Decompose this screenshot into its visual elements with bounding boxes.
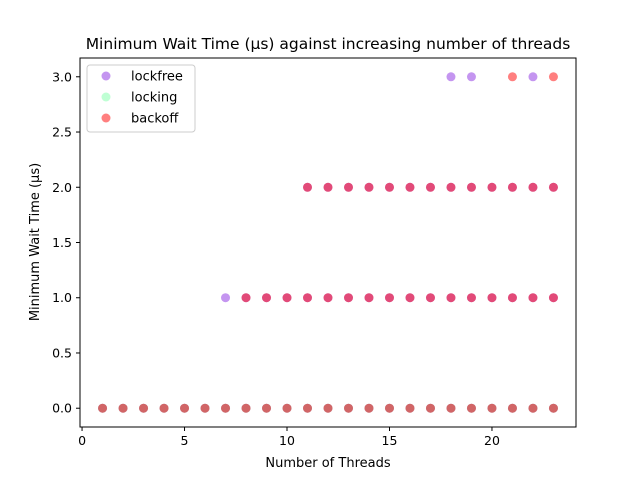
- x-tick-label: 15: [382, 433, 398, 448]
- point-backoff: [528, 182, 538, 192]
- point-backoff: [364, 293, 374, 303]
- legend-marker-backoff: [101, 113, 111, 123]
- point-backoff: [548, 182, 558, 192]
- point-backoff: [548, 403, 558, 413]
- point-backoff: [528, 293, 538, 303]
- point-backoff: [466, 403, 476, 413]
- y-axis-label: Minimum Wait Time (µs): [28, 163, 43, 321]
- point-backoff: [364, 182, 374, 192]
- point-backoff: [487, 182, 497, 192]
- point-backoff: [303, 182, 312, 192]
- point-backoff: [507, 293, 517, 303]
- point-backoff: [200, 403, 210, 413]
- legend-box: [86, 64, 196, 133]
- plot-area: [98, 72, 558, 413]
- point-lockfree: [466, 72, 476, 82]
- x-tick-label: 10: [279, 433, 295, 448]
- series-backoff: [98, 72, 558, 413]
- point-backoff: [303, 293, 312, 303]
- point-backoff: [323, 403, 333, 413]
- point-backoff: [384, 293, 394, 303]
- point-backoff: [303, 403, 312, 413]
- x-axis-ticks: 0 5 10 15 20: [78, 427, 500, 448]
- point-backoff: [344, 182, 353, 192]
- point-backoff: [241, 293, 251, 303]
- point-backoff: [466, 293, 476, 303]
- legend: lockfree locking backoff: [86, 64, 196, 133]
- legend-label-backoff: backoff: [131, 112, 179, 127]
- point-backoff: [425, 182, 435, 192]
- point-backoff: [507, 72, 517, 82]
- legend-marker-locking: [101, 92, 111, 102]
- point-backoff: [98, 403, 108, 413]
- point-backoff: [159, 403, 169, 413]
- point-backoff: [528, 403, 538, 413]
- point-backoff: [405, 182, 415, 192]
- point-backoff: [384, 182, 394, 192]
- point-backoff: [548, 72, 558, 82]
- point-backoff: [446, 293, 456, 303]
- x-axis-label: Number of Threads: [265, 456, 390, 471]
- point-backoff: [466, 182, 476, 192]
- point-backoff: [262, 293, 272, 303]
- point-backoff: [405, 293, 415, 303]
- point-backoff: [344, 403, 353, 413]
- point-backoff: [446, 182, 456, 192]
- point-backoff: [487, 403, 497, 413]
- point-backoff: [405, 403, 415, 413]
- y-tick-label: 0.0: [52, 401, 72, 416]
- point-backoff: [425, 403, 435, 413]
- point-backoff: [548, 293, 558, 303]
- point-backoff: [282, 293, 292, 303]
- point-backoff: [180, 403, 190, 413]
- y-tick-label: 0.5: [52, 345, 72, 360]
- y-tick-label: 2.0: [52, 180, 72, 195]
- point-lockfree: [221, 293, 231, 303]
- chart-title: Minimum Wait Time (µs) against increasin…: [86, 35, 571, 53]
- point-backoff: [507, 403, 517, 413]
- point-backoff: [446, 403, 456, 413]
- y-tick-label: 2.5: [52, 125, 72, 140]
- point-backoff: [221, 403, 231, 413]
- point-backoff: [282, 403, 292, 413]
- point-backoff: [364, 403, 374, 413]
- point-backoff: [323, 293, 333, 303]
- point-backoff: [262, 403, 272, 413]
- point-backoff: [323, 182, 333, 192]
- point-backoff: [384, 403, 394, 413]
- legend-marker-lockfree: [101, 71, 111, 81]
- point-backoff: [487, 293, 497, 303]
- point-lockfree: [528, 72, 538, 82]
- point-backoff: [507, 182, 517, 192]
- legend-label-lockfree: lockfree: [131, 70, 183, 85]
- y-axis-ticks: 0.0 0.5 1.0 1.5 2.0 2.5 3.0: [52, 69, 80, 416]
- point-lockfree: [446, 72, 456, 82]
- x-tick-label: 5: [181, 433, 189, 448]
- point-backoff: [241, 403, 251, 413]
- y-tick-label: 1.5: [52, 235, 72, 250]
- point-backoff: [425, 293, 435, 303]
- x-tick-label: 20: [484, 433, 500, 448]
- point-backoff: [139, 403, 149, 413]
- y-tick-label: 1.0: [52, 290, 72, 305]
- y-tick-label: 3.0: [52, 69, 72, 84]
- point-backoff: [344, 293, 353, 303]
- point-backoff: [118, 403, 128, 413]
- x-tick-label: 0: [78, 433, 86, 448]
- legend-label-locking: locking: [131, 91, 177, 106]
